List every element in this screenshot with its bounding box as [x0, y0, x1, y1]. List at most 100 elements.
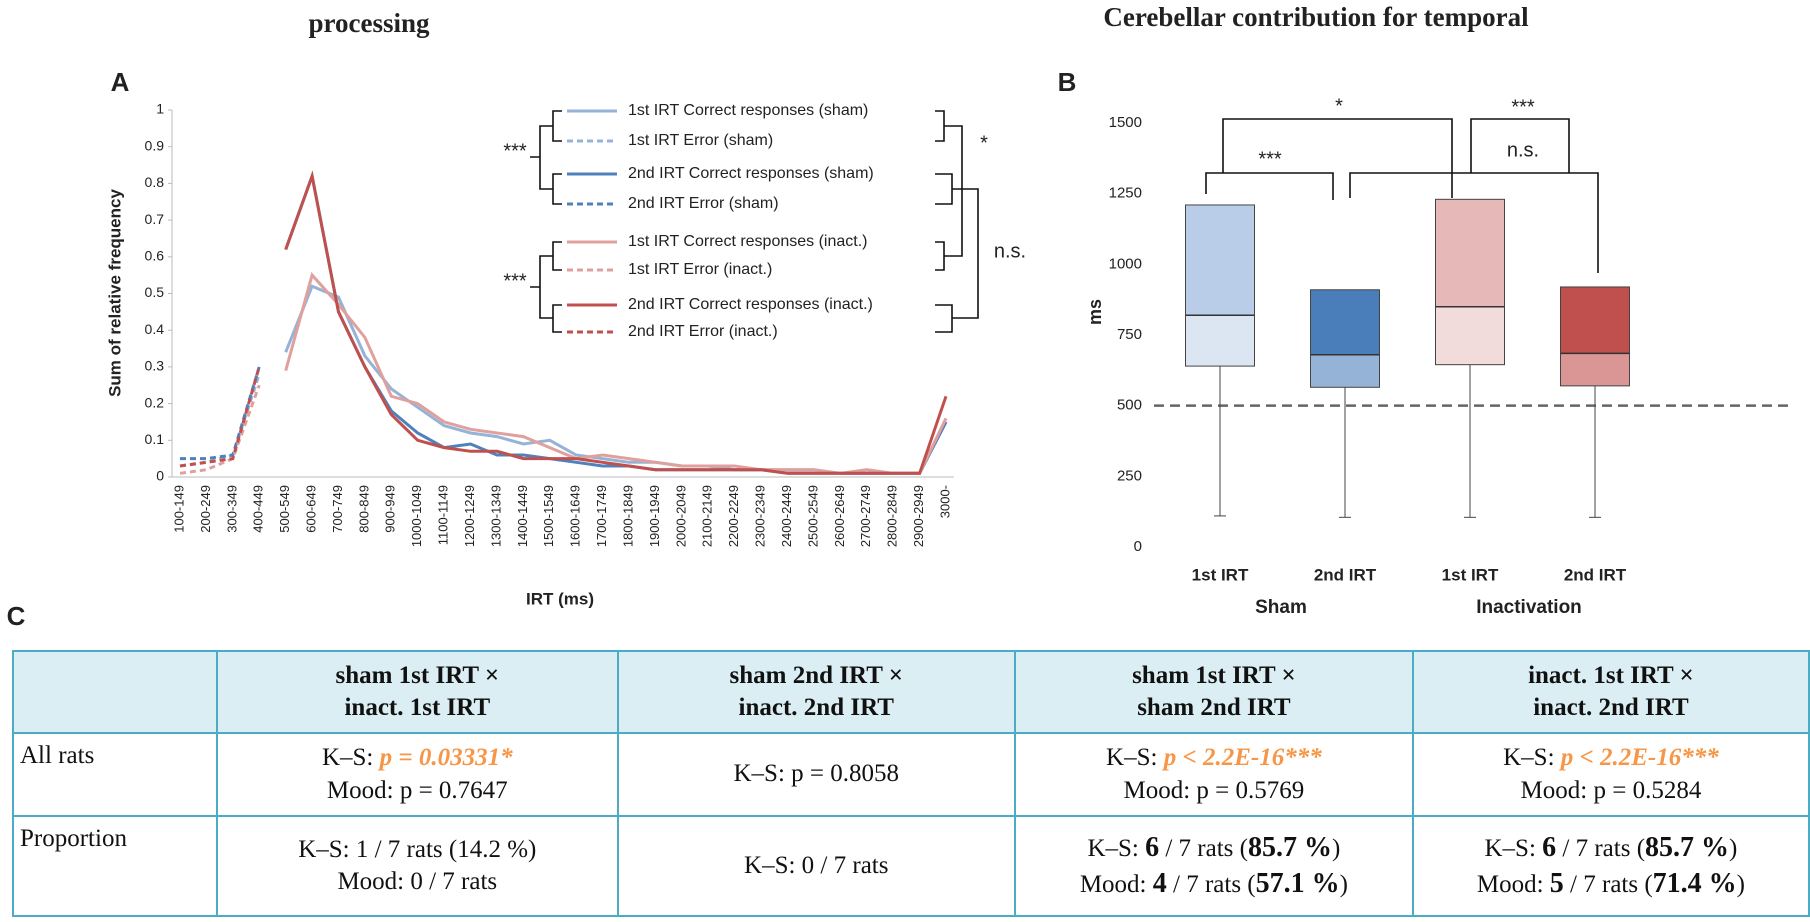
cell-line: Mood: p = 0.7647 [222, 775, 613, 808]
cell-line: Mood: p = 0.5769 [1020, 775, 1408, 808]
header-cell: inact. 1st IRT × inact. 2nd IRT [1411, 650, 1810, 734]
x-tick-label: 1300-1349 [488, 485, 503, 547]
cell-text: Mood: p = 0.7647 [326, 776, 508, 804]
results-table: sham 1st IRT × inact. 1st IRT sham 2nd IR… [12, 650, 1810, 917]
row-label: Proportion [12, 815, 218, 917]
header-text: sham 1st IRT × sham 2nd IRT [1132, 661, 1296, 722]
cell: K–S: 0 / 7 rats [616, 815, 1016, 917]
series-line [179, 384, 261, 475]
y-tick-label: 0.9 [145, 137, 165, 153]
x-tick-label: 1100-1149 [436, 485, 451, 545]
cell-text: ) [1331, 834, 1341, 862]
panel-label: B [1058, 67, 1077, 97]
x-tick-label: 200-249 [198, 485, 213, 533]
x-tick-label: 2500-2549 [805, 485, 820, 547]
cell: K–S: p = 0.8058 [616, 732, 1016, 817]
cell-line: Mood: 4 / 7 rats (57.1 %) [1020, 866, 1408, 902]
annotation: * [1335, 95, 1343, 117]
cell: K–S: 6 / 7 rats (85.7 %) Mood: 4 / 7 rats… [1013, 815, 1414, 917]
annotation: *** [1511, 96, 1535, 118]
x-tick-label: 3000- [937, 485, 952, 518]
annotation: n.s. [994, 240, 1026, 262]
cell-text: K–S: p = 0.8058 [733, 760, 899, 788]
cell-text: / 7 rats ( [1556, 834, 1646, 862]
bracket [530, 241, 562, 333]
y-tick-label: 1 [156, 101, 164, 117]
legend-label: 2nd IRT Error (inact.) [628, 323, 778, 340]
row: All rats K–S: p = 0.03331* Mood: p = 0.764… [12, 732, 1810, 817]
panel-label: A [111, 67, 130, 97]
y-tick-label: 1000 [1109, 255, 1142, 272]
x-tick-label: 600-649 [304, 485, 319, 533]
box-lower [1560, 352, 1630, 387]
cell-text: Mood: [1476, 871, 1550, 898]
y-tick-label: 0.6 [145, 248, 165, 264]
cell: K–S: 1 / 7 rats (14.2 %) Mood: 0 / 7 rats [215, 815, 619, 917]
cell: K–S: p < 2.2E-16*** Mood: p = 0.5769 [1013, 732, 1414, 817]
annotation: *** [503, 270, 527, 292]
cell-text: 4 [1152, 868, 1167, 899]
box-upper [1310, 289, 1380, 356]
row: Proportion K–S: 1 / 7 rats (14.2 %) Mood: … [12, 815, 1810, 917]
cell: K–S: p < 2.2E-16*** Mood: p = 0.5284 [1411, 732, 1810, 817]
x-tick-label: 1st IRT [1442, 565, 1499, 584]
x-tick-label: 1900-1949 [647, 485, 662, 547]
legend-label: 1st IRT Error (sham) [628, 132, 773, 149]
x-tick-label: 2800-2849 [885, 485, 900, 547]
title-left: processing [308, 8, 430, 38]
x-tick-label: 100-149 [171, 485, 186, 533]
y-tick-label: 0.2 [145, 394, 165, 410]
cell: K–S: 6 / 7 rats (85.7 %) Mood: 5 / 7 rats… [1411, 815, 1810, 917]
cell-text: 85.7 % [1645, 831, 1730, 863]
bracket [1205, 172, 1334, 200]
x-tick-label: 2200-2249 [726, 485, 741, 547]
cell-line: K–S: p < 2.2E-16*** [1418, 742, 1804, 775]
title-right: Cerebellar contribution for temporal [1103, 2, 1529, 32]
cell-text: 57.1 % [1255, 868, 1340, 899]
cell-text: ) [1736, 871, 1745, 898]
cell-line: Mood: 5 / 7 rats (71.4 %) [1418, 866, 1804, 902]
cell-text: Mood: [1079, 871, 1153, 898]
y-axis-label: Sum of relative frequency [105, 189, 124, 397]
x-tick-label: 2300-2349 [753, 485, 768, 547]
y-tick-label: 0.5 [145, 284, 165, 300]
x-tick-label: 300-349 [224, 485, 239, 533]
y-tick-label: 0.7 [145, 211, 165, 227]
box-lower [1310, 354, 1380, 388]
bracket [1470, 118, 1570, 173]
header-row: sham 1st IRT × inact. 1st IRT sham 2nd IR… [12, 650, 1810, 734]
bracket [935, 110, 963, 271]
series-line [180, 366, 261, 461]
group-label: Sham [1255, 597, 1307, 618]
cell-line: K–S: 6 / 7 rats (85.7 %) [1020, 830, 1408, 866]
series-line [284, 170, 948, 475]
x-tick-label: 900-949 [383, 485, 398, 533]
cell-text: / 7 rats ( [1159, 834, 1248, 862]
x-tick-label: 1200-1249 [462, 485, 477, 547]
cell-text: p = 0.03331* [379, 744, 513, 771]
cell-line: K–S: 1 / 7 rats (14.2 %) [222, 834, 613, 867]
x-tick-label: 2400-2449 [779, 485, 794, 547]
cell-text: Mood: 0 / 7 rats [337, 868, 498, 895]
bracket [1349, 172, 1599, 273]
x-tick-label: 1600-1649 [568, 485, 583, 547]
cell-text: K–S: 0 / 7 rats [744, 851, 889, 879]
x-tick-label: 2700-2749 [858, 485, 873, 547]
cell-text: 6 [1145, 831, 1160, 863]
cell-text: p < 2.2E-16*** [1163, 744, 1322, 771]
panel-label: C [7, 601, 26, 631]
x-tick-label: 1st IRT [1192, 565, 1249, 584]
x-tick-label: 800-849 [356, 485, 371, 533]
annotation: *** [503, 140, 527, 162]
x-tick-label: 2100-2149 [700, 485, 715, 547]
cell-line: K–S: p = 0.8058 [623, 758, 1010, 791]
cell-text: ) [1729, 834, 1738, 862]
header-cell: sham 2nd IRT × inact. 2nd IRT [616, 650, 1016, 734]
bracket [530, 110, 562, 205]
x-tick-label: 1400-1449 [515, 485, 530, 547]
cell-text: K–S: [1106, 744, 1164, 771]
cell-text: K–S: [321, 744, 380, 771]
cell-text: / 7 rats ( [1166, 871, 1256, 898]
y-tick-label: 250 [1117, 467, 1142, 484]
header-cell: sham 1st IRT × sham 2nd IRT [1013, 650, 1414, 734]
